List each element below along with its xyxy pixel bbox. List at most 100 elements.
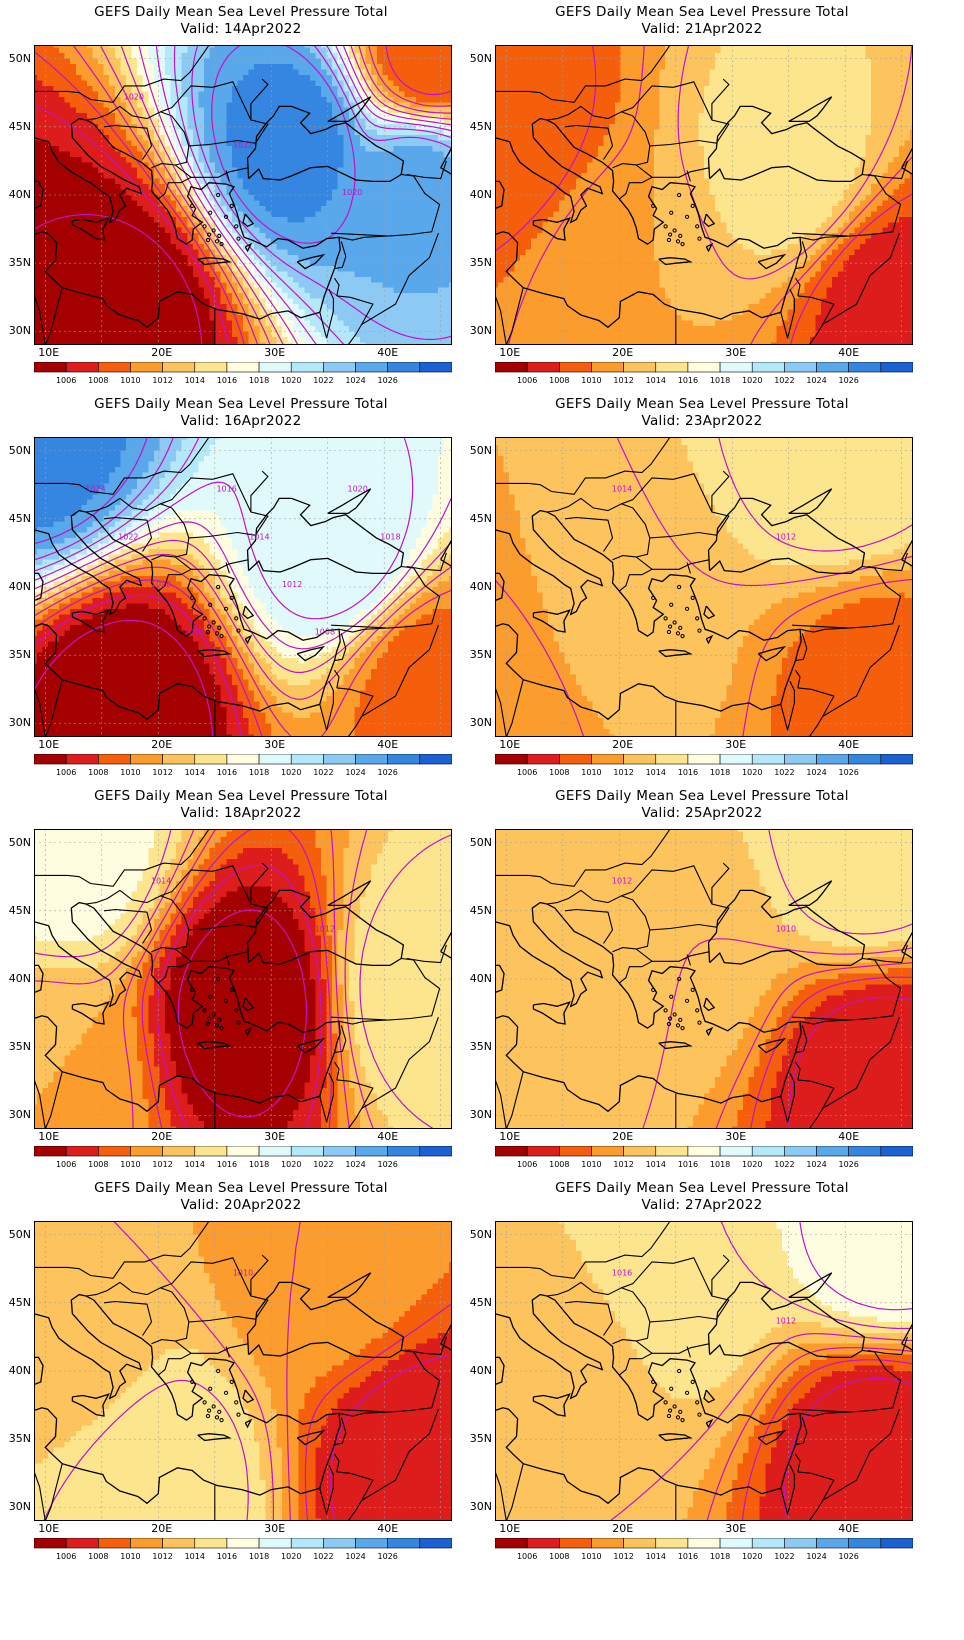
longitude-label: 20E: [612, 1130, 633, 1143]
colorbar-label: 1022: [313, 1552, 333, 1561]
colorbar-swatch: [816, 1538, 849, 1549]
longitude-label: 40E: [377, 1130, 398, 1143]
colorbar-swatch: [526, 362, 560, 373]
longitude-label: 30E: [264, 738, 285, 751]
colorbar-swatch: [880, 362, 913, 373]
colorbar-label: 1014: [185, 768, 205, 777]
longitude-label: 10E: [38, 346, 59, 359]
colorbar-swatch: [848, 1146, 882, 1157]
latitude-label: 40N: [462, 580, 492, 593]
lat-lon-grid: [495, 45, 913, 345]
colorbar-swatch: [387, 1146, 421, 1157]
latitude-label: 50N: [1, 836, 31, 849]
colorbar-label: 1014: [185, 1552, 205, 1561]
isobars: [34, 829, 452, 1129]
colorbar-swatch: [355, 1146, 388, 1157]
colorbar-label: 1012: [613, 1552, 633, 1561]
latitude-label: 50N: [462, 1228, 492, 1241]
colorbar-swatch: [591, 1538, 624, 1549]
colorbar-swatch: [387, 362, 421, 373]
latitude-label: 35N: [1, 1040, 31, 1053]
latitude-label: 50N: [462, 52, 492, 65]
colorbar-label: 1012: [152, 768, 172, 777]
colorbar-swatch: [226, 1538, 260, 1549]
colorbar-swatch: [419, 1146, 452, 1157]
panel-valid-date: Valid: 23Apr2022: [461, 413, 943, 429]
colorbar-swatch: [162, 1538, 196, 1549]
longitude-label: 20E: [151, 1522, 172, 1535]
isobars: [495, 437, 913, 737]
longitude-label: 20E: [612, 1522, 633, 1535]
colorbar: 1006 1008 1010 1012 1014 1016 1018 1020 1022 1024…: [495, 754, 913, 777]
colorbar-swatch: [258, 362, 292, 373]
contour-label: 1014: [151, 877, 171, 886]
colorbar-label: 1018: [710, 376, 730, 385]
panel-title: GEFS Daily Mean Sea Level Pressure Total: [0, 1180, 482, 1196]
colorbar-label: 1006: [56, 376, 76, 385]
colorbar-label: 1020: [281, 376, 301, 385]
pressure-map: 1014 1012: [34, 829, 452, 1129]
colorbar-label: 1014: [646, 1552, 666, 1561]
map-panel: GEFS Daily Mean Sea Level Pressure Total…: [0, 1176, 482, 1586]
colorbar-swatch: [751, 754, 785, 765]
colorbar-swatch: [495, 1538, 528, 1549]
pressure-map: 1012 1010: [495, 829, 913, 1129]
latitude-label: 35N: [1, 1432, 31, 1445]
colorbar-label: 1012: [152, 1552, 172, 1561]
colorbar-swatch: [655, 754, 689, 765]
contour-label: 1020: [151, 580, 171, 589]
colorbar: 1006 1008 1010 1012 1014 1016 1018 1020 1022 1024…: [34, 1146, 452, 1169]
contour-label: 1020: [347, 485, 367, 494]
colorbar-swatch: [784, 362, 817, 373]
colorbar-swatch: [719, 362, 753, 373]
colorbar: 1006 1008 1010 1012 1014 1016 1018 1020 1022 1024…: [34, 362, 452, 385]
colorbar-swatch: [880, 1146, 913, 1157]
colorbar-swatch: [880, 1538, 913, 1549]
map-panel: GEFS Daily Mean Sea Level Pressure Total…: [0, 0, 482, 410]
lat-lon-grid: [495, 1221, 913, 1521]
coastlines: [34, 829, 452, 1129]
longitude-label: 30E: [725, 1522, 746, 1535]
colorbar-label: 1012: [613, 768, 633, 777]
colorbar-swatch: [34, 1146, 67, 1157]
colorbar-swatch: [495, 1146, 528, 1157]
contour-labels: 1020 1022 1020: [124, 93, 363, 197]
colorbar-label: 1008: [549, 768, 569, 777]
contour-label: 1020: [342, 188, 362, 197]
colorbar-label: 1026: [378, 768, 398, 777]
colorbar-label: 1006: [56, 1160, 76, 1169]
colorbar-swatch: [784, 1146, 817, 1157]
colorbar-label: 1020: [281, 768, 301, 777]
colorbar-label: 1014: [646, 376, 666, 385]
colorbar-label: 1008: [88, 768, 108, 777]
coastlines: [495, 1221, 913, 1521]
colorbar-label: 1022: [313, 768, 333, 777]
colorbar-swatch: [526, 1538, 560, 1549]
colorbar-label: 1006: [517, 376, 537, 385]
colorbar-swatch: [687, 362, 721, 373]
colorbar-swatch: [226, 362, 260, 373]
contour-label: 1012: [612, 877, 632, 886]
panel-title: GEFS Daily Mean Sea Level Pressure Total: [461, 788, 943, 804]
contour-label: 1010: [233, 1269, 253, 1278]
colorbar-swatch: [290, 754, 324, 765]
colorbar-swatch: [623, 362, 657, 373]
colorbar-label: 1016: [678, 376, 698, 385]
colorbar: 1006 1008 1010 1012 1014 1016 1018 1020 1022 1024…: [34, 1538, 452, 1561]
colorbar-label: 1018: [710, 1160, 730, 1169]
colorbar-label: 1016: [217, 768, 237, 777]
colorbar-swatch: [65, 362, 99, 373]
colorbar-label: 1022: [774, 768, 794, 777]
colorbar-label: 1022: [313, 376, 333, 385]
colorbar-swatch: [290, 1538, 324, 1549]
colorbar-swatch: [34, 1538, 67, 1549]
colorbar-label: 1014: [646, 1160, 666, 1169]
colorbar-swatch: [323, 1146, 356, 1157]
colorbar-label: 1012: [613, 376, 633, 385]
longitude-label: 10E: [38, 1522, 59, 1535]
contour-labels: 1014 1012: [612, 485, 796, 542]
colorbar-swatch: [623, 1146, 657, 1157]
colorbar-label: 1010: [120, 1160, 140, 1169]
colorbar-swatch: [419, 1538, 452, 1549]
latitude-label: 35N: [462, 256, 492, 269]
